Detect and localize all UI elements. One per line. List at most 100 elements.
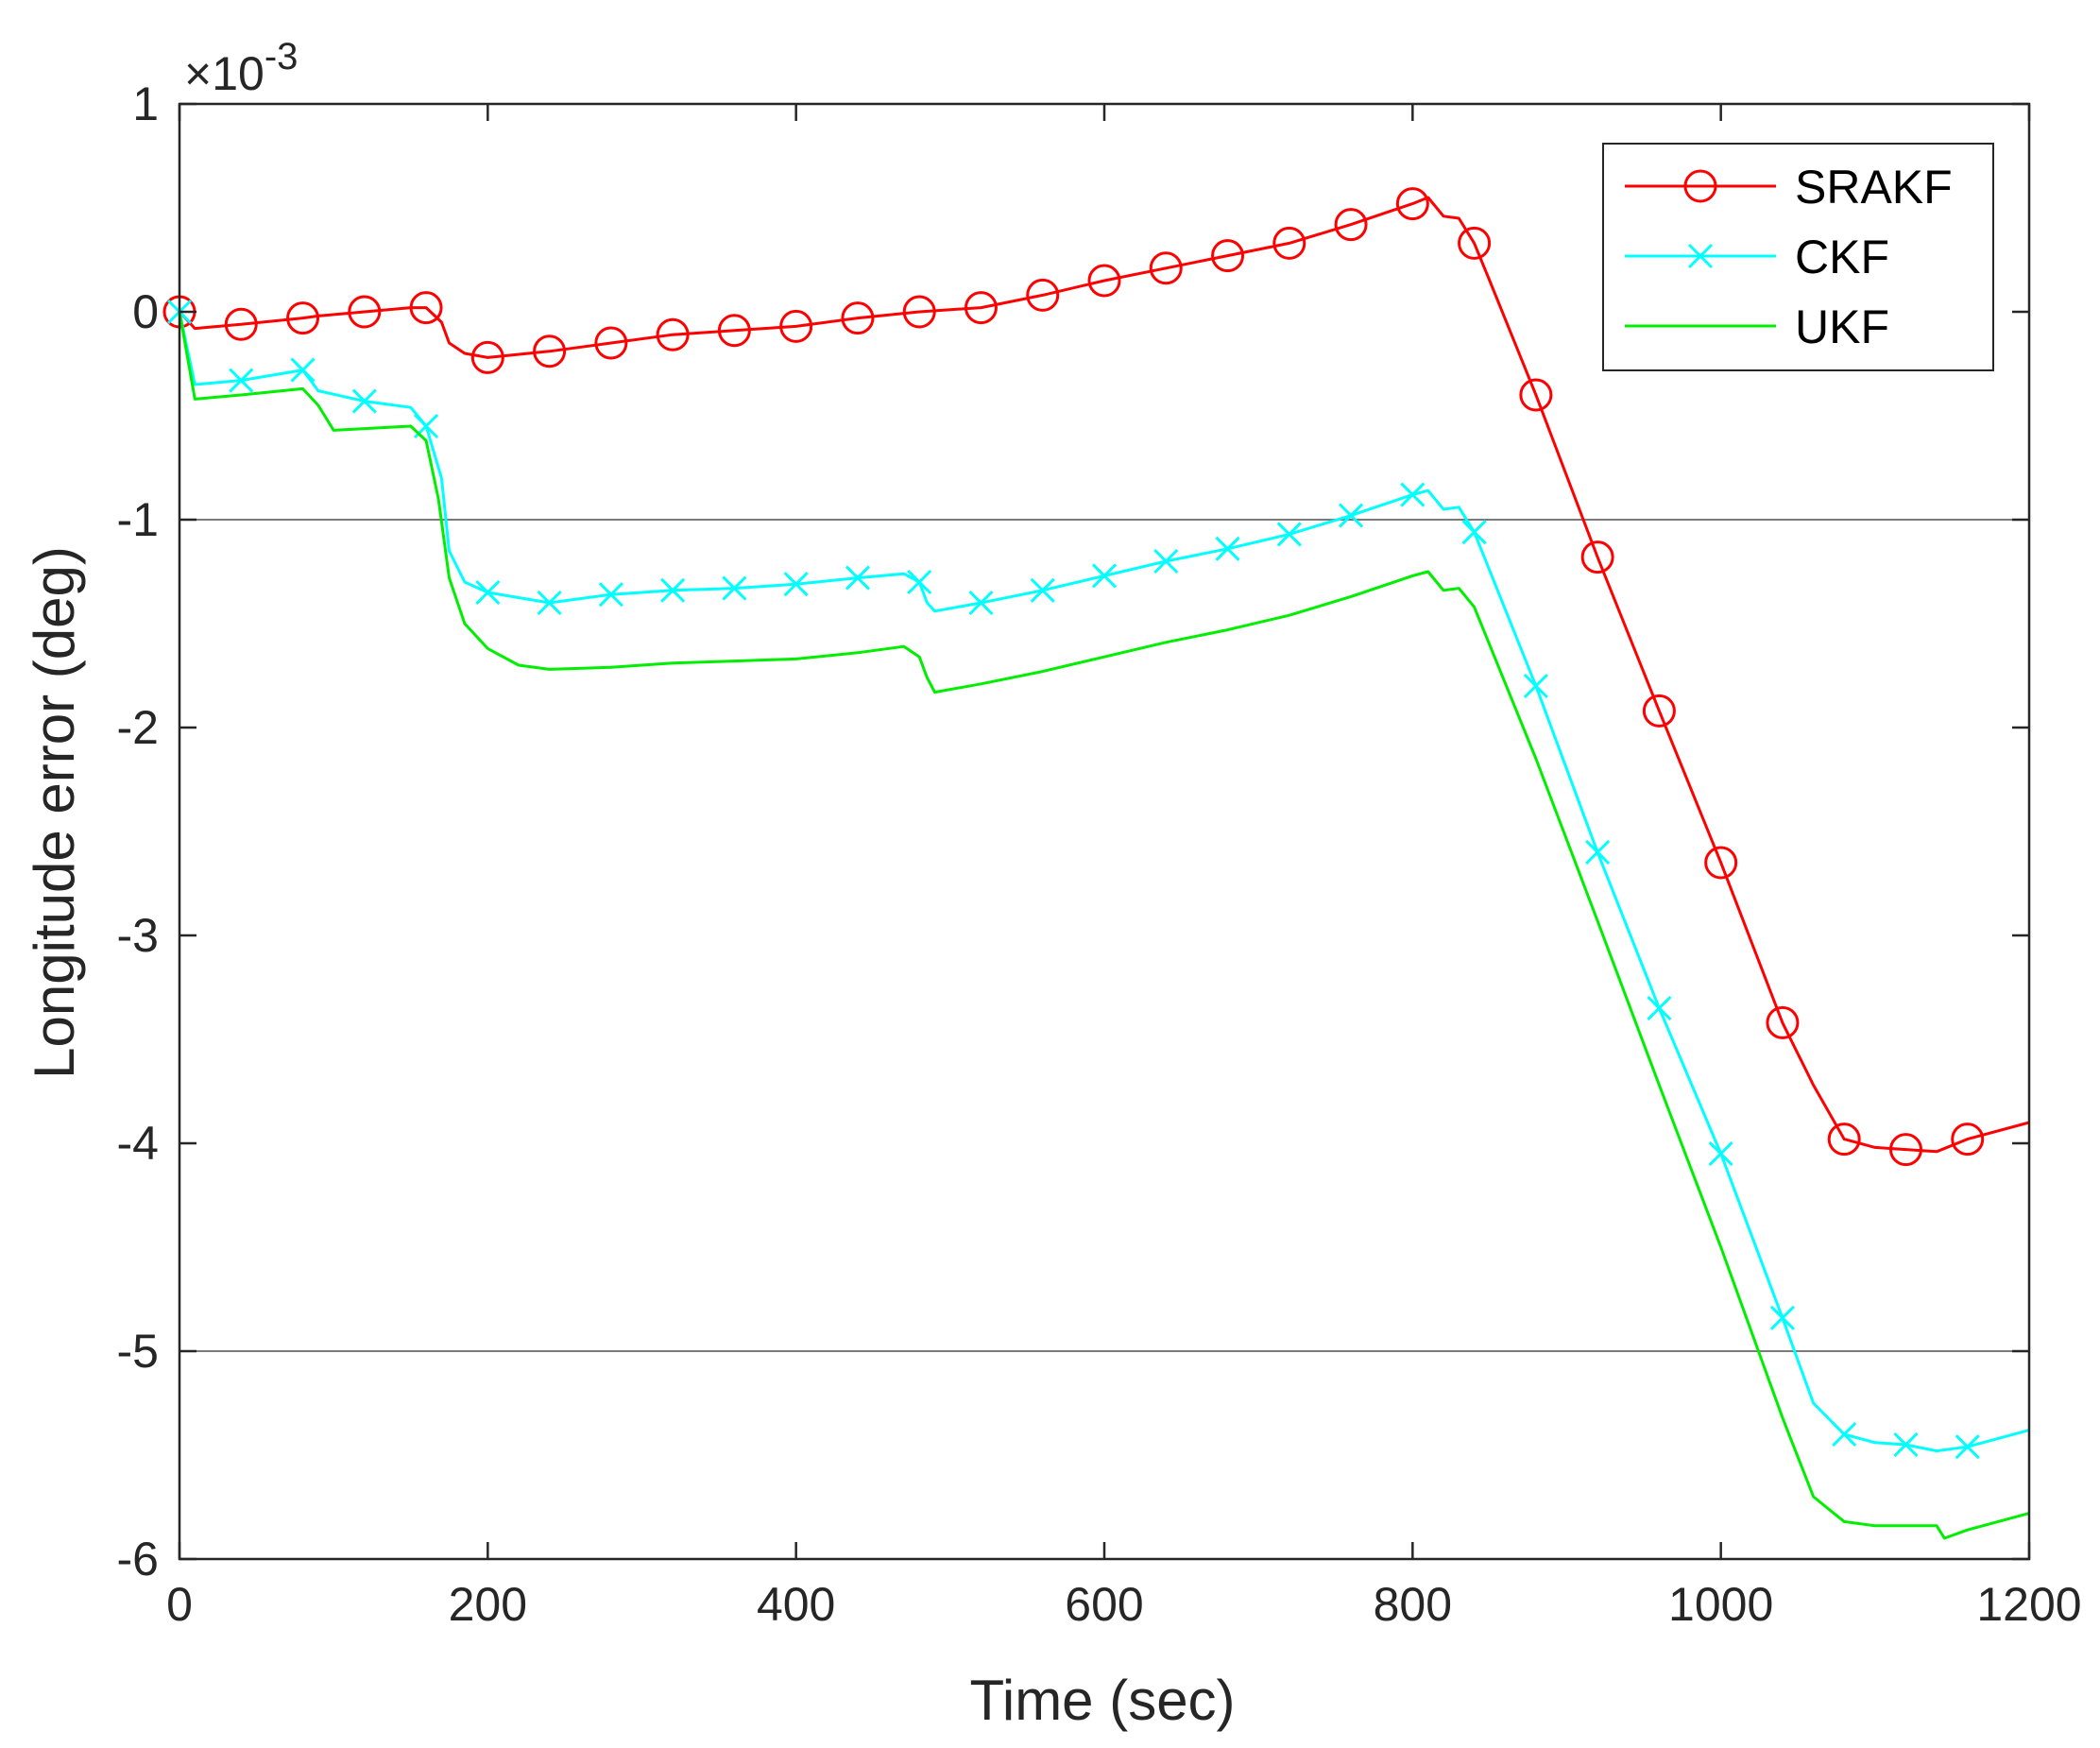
data-point-srakf	[779, 309, 813, 343]
data-point-ckf	[1461, 520, 1487, 545]
grid-lines	[179, 519, 2029, 1352]
data-point-ckf	[351, 388, 377, 414]
data-point-ckf	[1339, 503, 1364, 528]
data-point-ckf	[1893, 1431, 1919, 1458]
data-point-srakf	[1395, 187, 1429, 221]
data-point-srakf	[286, 301, 320, 335]
marker-stroke	[475, 579, 501, 606]
data-point-srakf	[1519, 378, 1553, 412]
y-axis-label: Longitude error (deg)	[23, 546, 86, 1079]
data-point-ckf	[598, 582, 623, 608]
y-tick-label: -3	[117, 909, 159, 962]
data-point-ckf	[1091, 563, 1118, 589]
data-point-ckf	[1400, 482, 1426, 507]
marker-stroke	[1523, 673, 1548, 699]
marker-stroke	[1030, 577, 1055, 603]
data-point-ckf	[722, 575, 747, 601]
data-point-srakf	[1642, 694, 1676, 728]
marker-stroke	[1215, 536, 1240, 561]
marker-stroke	[660, 577, 686, 603]
legend-marker-srakf	[1683, 169, 1717, 203]
marker-stroke	[907, 569, 932, 595]
marker-stroke	[537, 590, 562, 616]
y-tick-label: -4	[117, 1117, 159, 1170]
exponent-base: ×10	[184, 47, 265, 100]
x-tick-labels: 0 200 400 600 800 1000 1200	[166, 1578, 2082, 1631]
data-point-ckf	[907, 569, 932, 595]
data-point-srakf	[964, 291, 998, 325]
data-point-srakf	[470, 340, 504, 374]
data-point-srakf	[1334, 208, 1368, 242]
data-point-ckf	[290, 357, 316, 383]
data-point-srakf	[1211, 239, 1245, 273]
data-point-ckf	[845, 565, 870, 591]
x-tick-label: 400	[757, 1578, 835, 1631]
legend-label-srakf: SRAKF	[1795, 161, 1953, 214]
data-point-srakf	[409, 291, 443, 325]
marker-stroke	[1461, 520, 1487, 545]
data-point-ckf	[1215, 536, 1240, 561]
data-point-ckf	[1276, 522, 1302, 547]
marker-stroke	[1339, 503, 1364, 528]
series-ckf	[166, 299, 2030, 1460]
data-point-ckf	[229, 368, 254, 393]
series-line-srakf	[178, 196, 2030, 1154]
axis-ticks	[178, 102, 2031, 1561]
data-point-ckf	[1030, 577, 1055, 603]
data-point-srakf	[902, 295, 936, 329]
y-tick-label: -6	[117, 1533, 159, 1585]
series-ukf	[178, 311, 2030, 1540]
data-point-ckf	[1955, 1434, 1980, 1460]
data-point-srakf	[1272, 226, 1306, 260]
x-tick-label: 200	[449, 1578, 527, 1631]
data-point-ckf	[660, 577, 686, 603]
marker-stroke	[783, 572, 809, 597]
data-point-srakf	[1951, 1122, 1985, 1157]
data-point-ckf	[1153, 548, 1179, 574]
data-point-srakf	[656, 317, 690, 351]
data-point-ckf	[537, 590, 562, 616]
marker-stroke	[351, 388, 377, 414]
marker-stroke	[1832, 1421, 1857, 1448]
exponent-power: -3	[265, 36, 299, 77]
legend-marker-ckf	[1687, 243, 1714, 269]
legend: SRAKF CKF UKF	[1602, 143, 1994, 371]
y-tick-label: 1	[132, 77, 159, 130]
data-point-ckf	[475, 579, 501, 606]
y-tick-labels: 1 0 -1 -2 -3 -4 -5 -6	[117, 77, 159, 1585]
data-point-ckf	[1708, 1140, 1733, 1167]
x-tick-label: 1000	[1668, 1578, 1773, 1631]
marker-stroke	[722, 575, 747, 601]
data-point-srakf	[1766, 1005, 1800, 1039]
marker-stroke	[1400, 482, 1426, 507]
x-axis-label: Time (sec)	[969, 1669, 1235, 1732]
exponent-label: ×10-3	[184, 36, 298, 100]
series-srakf	[162, 187, 2030, 1167]
data-point-ckf	[783, 572, 809, 597]
x-tick-label: 0	[166, 1578, 193, 1631]
series-group	[162, 187, 2030, 1540]
data-point-ckf	[1647, 995, 1672, 1021]
marker-stroke	[229, 368, 254, 393]
data-point-srakf	[841, 301, 875, 335]
marker-stroke	[1955, 1434, 1980, 1460]
data-point-srakf	[1087, 264, 1121, 298]
marker-stroke	[1769, 1305, 1795, 1330]
marker-stroke	[290, 357, 316, 383]
data-point-ckf	[1769, 1305, 1795, 1330]
marker-stroke	[1893, 1431, 1919, 1458]
data-point-srakf	[717, 314, 751, 348]
y-tick-label: -1	[117, 493, 159, 546]
data-point-srakf	[594, 326, 628, 360]
data-point-srakf	[224, 307, 258, 341]
marker-stroke	[1687, 243, 1714, 269]
data-point-srakf	[1149, 251, 1183, 285]
y-tick-label: -2	[117, 701, 159, 754]
marker-stroke	[968, 590, 994, 616]
data-point-srakf	[348, 295, 382, 329]
data-point-srakf	[1580, 540, 1614, 574]
data-point-srakf	[533, 334, 567, 368]
marker-stroke	[1276, 522, 1302, 547]
legend-label-ckf: CKF	[1795, 231, 1889, 283]
data-point-srakf	[1026, 278, 1060, 312]
